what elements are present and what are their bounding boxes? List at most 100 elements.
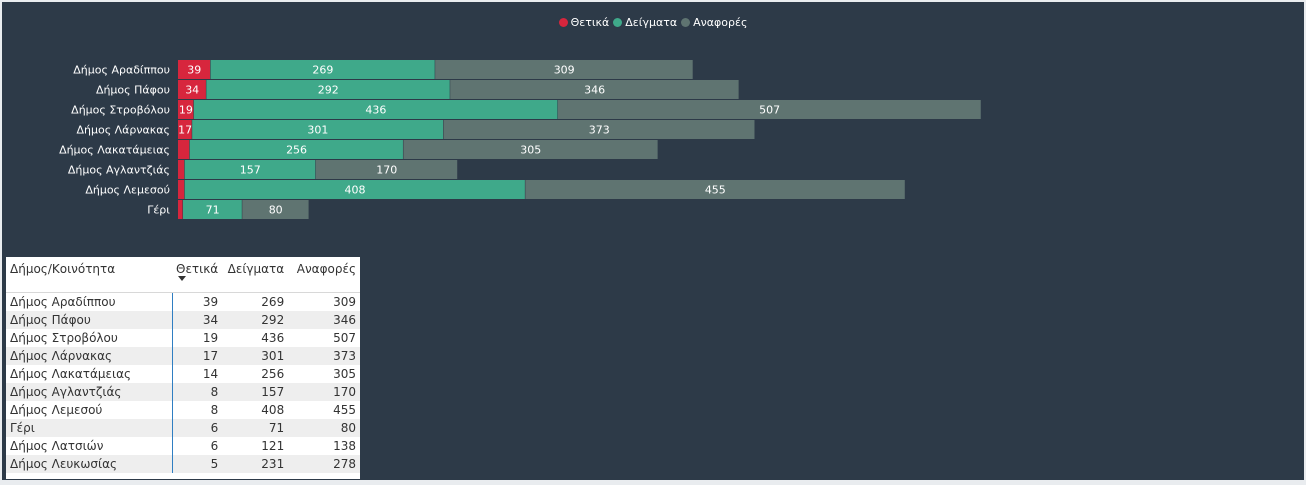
table-cell: 269 [261, 295, 285, 309]
table-cell: 373 [288, 347, 360, 365]
bar-segment-δείγματα[interactable] [210, 60, 435, 79]
bar-segment-θετικά[interactable] [178, 160, 185, 179]
table-row[interactable]: Δήμος Αγλαντζιάς 8 157 170 [6, 383, 360, 401]
data-label: 292 [318, 84, 339, 97]
table-cell: 14 [202, 367, 219, 381]
table-row[interactable]: Δήμος Λατσιών 6 121 138 [6, 437, 360, 455]
data-label: 305 [520, 144, 541, 157]
table-cell: 6 [210, 439, 219, 453]
category-label: Δήμος Αραδίππου [73, 64, 170, 77]
table-cell: 292 [222, 311, 289, 329]
table-row[interactable]: Γέρι 6 71 80 [6, 419, 360, 437]
data-label: 34 [185, 84, 199, 97]
column-header-positive[interactable]: Θετικά [172, 257, 223, 293]
sort-descending-icon [178, 276, 186, 281]
bar-segment-αναφορές[interactable] [403, 140, 658, 159]
table-cell: Δήμος Αγλαντζιάς [6, 383, 173, 401]
category-label: Δήμος Αγλαντζιάς [68, 164, 170, 177]
data-label: 309 [554, 64, 575, 77]
table-cell: 170 [288, 383, 360, 401]
data-label: 17 [178, 124, 192, 137]
table-cell: 309 [333, 295, 356, 309]
bar-segment-θετικά[interactable] [178, 120, 192, 139]
data-label: 19 [179, 104, 193, 117]
category-label: Δήμος Στροβόλου [71, 104, 170, 117]
bar-segment-θετικά[interactable] [178, 100, 194, 119]
table-row[interactable]: Δήμος Λευκωσίας 5 231 278 [6, 455, 360, 473]
legend-label: Αναφορές [693, 15, 748, 29]
column-header-samples[interactable]: Δείγματα [222, 257, 289, 293]
bar-segment-δείγματα[interactable] [183, 200, 242, 219]
table-cell: Δήμος Λατσιών [6, 437, 173, 455]
data-label: 455 [705, 184, 726, 197]
bar-segment-αναφορές[interactable] [525, 180, 905, 199]
data-label: 256 [286, 144, 307, 157]
table-cell: Δήμος Λευκωσίας [6, 455, 173, 473]
table-row[interactable]: Δήμος Αραδίππου 39 269 309 [6, 292, 360, 311]
table-cell: 8 [172, 383, 223, 401]
category-label: Δήμος Λάρνακας [76, 124, 170, 137]
table-cell: 436 [261, 331, 285, 345]
data-label: 301 [307, 124, 328, 137]
table-cell: Δήμος Λεμεσού [6, 401, 173, 419]
table-cell: 346 [288, 311, 360, 329]
data-label: 346 [584, 84, 605, 97]
data-label: 71 [206, 204, 220, 217]
legend-item-reports[interactable]: Αναφορές [681, 16, 747, 29]
bar-segment-θετικά[interactable] [178, 140, 190, 159]
data-label: 170 [376, 164, 397, 177]
table-row[interactable]: Δήμος Λεμεσού 8 408 455 [6, 401, 360, 419]
table-header-row: Δήμος/Κοινότητα Θετικά Δείγματα Αναφορές [6, 257, 360, 293]
data-label: 80 [269, 204, 283, 217]
data-label: 373 [589, 124, 610, 137]
legend-item-samples[interactable]: Δείγματα [613, 16, 677, 29]
table-cell: 408 [261, 403, 285, 417]
bar-segment-αναφορές[interactable] [557, 100, 981, 119]
bar-segment-θετικά[interactable] [178, 80, 206, 99]
bar-segment-δείγματα[interactable] [184, 180, 525, 199]
bar-segment-αναφορές[interactable] [435, 60, 693, 79]
bar-segment-θετικά[interactable] [178, 60, 211, 79]
legend-label: Θετικά [570, 15, 610, 29]
table-row[interactable]: Δήμος Λακατάμειας 14 256 305 [6, 365, 360, 383]
bar-segment-αναφορές[interactable] [443, 120, 755, 139]
table-cell: 507 [333, 331, 356, 345]
table-cell: Γέρι [6, 419, 173, 437]
legend-dot-icon [613, 17, 623, 27]
legend-label: Δείγματα [625, 15, 678, 29]
bar-segment-δείγματα[interactable] [189, 140, 403, 159]
table-row[interactable]: Δήμος Πάφου 34 292 346 [6, 311, 360, 329]
data-label: 269 [312, 64, 333, 77]
data-label: 408 [345, 184, 366, 197]
category-label: Δήμος Πάφου [96, 84, 170, 97]
table-cell: Δήμος Πάφου [6, 311, 173, 329]
bar-segment-δείγματα[interactable] [193, 100, 558, 119]
bar-segment-δείγματα[interactable] [206, 80, 450, 99]
bar-segment-αναφορές[interactable] [242, 200, 309, 219]
table-cell: 278 [288, 455, 360, 473]
bar-segment-δείγματα[interactable] [184, 160, 316, 179]
data-label: 436 [365, 104, 386, 117]
column-header-reports[interactable]: Αναφορές [288, 257, 360, 293]
bar-segment-αναφορές[interactable] [450, 80, 739, 99]
table-cell: 231 [222, 455, 289, 473]
legend-item-positive[interactable]: Θετικά [558, 15, 610, 29]
bar-segment-θετικά[interactable] [178, 200, 183, 219]
stacked-bar-chart: Δήμος Αραδίππου 39 269 309 Δήμος Πάφου 34 292 3… [59, 60, 981, 219]
bar-segment-αναφορές[interactable] [315, 160, 458, 179]
chart-legend: Θετικά Δείγματα Αναφορές [2, 14, 1304, 30]
table-row[interactable]: Δήμος Λάρνακας 17 301 373 [6, 347, 360, 365]
column-header-municipality[interactable]: Δήμος/Κοινότητα [6, 257, 172, 293]
table-cell: 301 [222, 347, 289, 365]
table-cell: 17 [172, 347, 223, 365]
table-cell: 8 [210, 403, 219, 417]
bar-segment-θετικά[interactable] [178, 180, 185, 199]
table-cell: 121 [261, 439, 285, 453]
table-row[interactable]: Δήμος Στροβόλου 19 436 507 [6, 329, 360, 347]
data-table: Δήμος/Κοινότητα Θετικά Δείγματα Αναφορές… [6, 257, 360, 479]
legend-dot-icon [558, 17, 568, 27]
bar-segment-δείγματα[interactable] [192, 120, 444, 139]
data-label: 39 [187, 64, 201, 77]
column-header-label: Θετικά [176, 262, 219, 276]
